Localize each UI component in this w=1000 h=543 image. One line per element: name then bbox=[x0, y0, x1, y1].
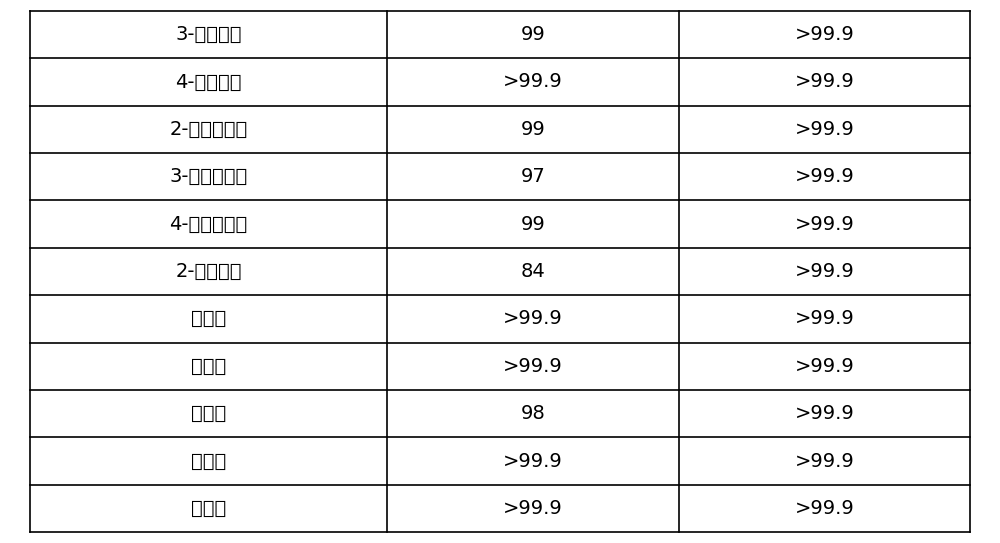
Text: >99.9: >99.9 bbox=[503, 452, 563, 471]
Text: >99.9: >99.9 bbox=[794, 404, 854, 423]
Text: 84: 84 bbox=[521, 262, 545, 281]
Text: 4-硝基苯甲醛: 4-硝基苯甲醛 bbox=[169, 214, 248, 233]
Text: 正癸醛: 正癸醛 bbox=[191, 499, 226, 518]
Text: >99.9: >99.9 bbox=[503, 310, 563, 329]
Text: 正壬醛: 正壬醛 bbox=[191, 452, 226, 471]
Text: 2-硝基苯甲醛: 2-硝基苯甲醛 bbox=[169, 120, 248, 139]
Text: >99.9: >99.9 bbox=[794, 357, 854, 376]
Text: 99: 99 bbox=[521, 120, 545, 139]
Text: >99.9: >99.9 bbox=[794, 214, 854, 233]
Text: >99.9: >99.9 bbox=[794, 25, 854, 44]
Text: 正己醛: 正己醛 bbox=[191, 310, 226, 329]
Text: 2-噻吩甲醛: 2-噻吩甲醛 bbox=[175, 262, 242, 281]
Text: >99.9: >99.9 bbox=[794, 499, 854, 518]
Text: 99: 99 bbox=[521, 25, 545, 44]
Text: >99.9: >99.9 bbox=[794, 262, 854, 281]
Text: >99.9: >99.9 bbox=[503, 72, 563, 91]
Text: 4-溴苯甲醛: 4-溴苯甲醛 bbox=[175, 72, 242, 91]
Text: 正庚醛: 正庚醛 bbox=[191, 357, 226, 376]
Text: 99: 99 bbox=[521, 214, 545, 233]
Text: >99.9: >99.9 bbox=[794, 167, 854, 186]
Text: >99.9: >99.9 bbox=[503, 499, 563, 518]
Text: >99.9: >99.9 bbox=[794, 310, 854, 329]
Text: >99.9: >99.9 bbox=[503, 357, 563, 376]
Text: >99.9: >99.9 bbox=[794, 120, 854, 139]
Text: 97: 97 bbox=[521, 167, 545, 186]
Text: 3-溴苯甲醛: 3-溴苯甲醛 bbox=[175, 25, 242, 44]
Text: 正辛醛: 正辛醛 bbox=[191, 404, 226, 423]
Text: 3-硝基苯甲醛: 3-硝基苯甲醛 bbox=[169, 167, 248, 186]
Text: 98: 98 bbox=[521, 404, 545, 423]
Text: >99.9: >99.9 bbox=[794, 452, 854, 471]
Text: >99.9: >99.9 bbox=[794, 72, 854, 91]
